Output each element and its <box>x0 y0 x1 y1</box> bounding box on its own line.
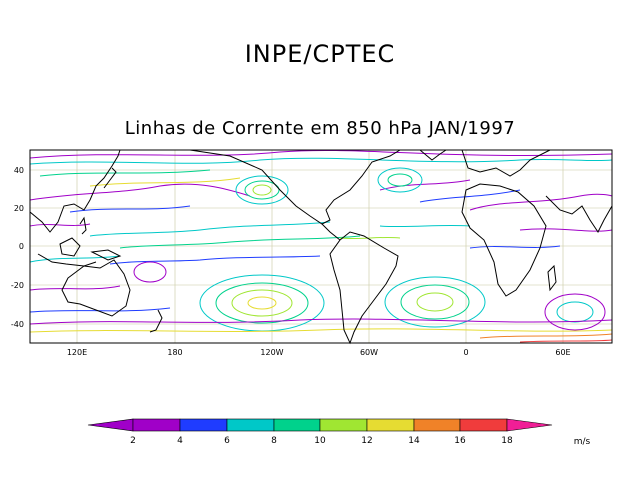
lon-gridlines <box>76 150 564 343</box>
streamline <box>556 301 594 323</box>
streamline <box>379 179 471 191</box>
map-plot <box>29 149 613 345</box>
colorbar-tick-label: 18 <box>501 436 513 446</box>
coast-newguinea <box>90 249 122 261</box>
colorbar-over-arrow <box>506 418 553 432</box>
organization-title: INPE/CPTEC <box>244 40 396 68</box>
lat-tick-label: -20 <box>11 281 24 290</box>
coast-philippines <box>79 216 87 235</box>
streamline <box>29 318 613 325</box>
colorbar-tick-label: 12 <box>361 436 372 446</box>
colorbar-segment <box>226 418 275 432</box>
coast-indonesia <box>37 253 97 267</box>
coast-central-america <box>321 223 341 241</box>
streamline <box>119 235 361 249</box>
streamline <box>215 282 309 324</box>
coast-europe <box>461 149 551 177</box>
streamlines <box>29 149 613 343</box>
colorbar-segment <box>413 418 461 432</box>
streamline <box>519 228 613 232</box>
colorbar-segment <box>132 418 181 432</box>
streamline <box>379 224 471 228</box>
lat-tick-label: 0 <box>19 242 24 251</box>
streamline <box>29 223 91 227</box>
coast-borneo <box>59 237 81 257</box>
lat-tick-label: 20 <box>14 204 24 213</box>
streamline <box>252 184 272 196</box>
coast-greenland <box>419 149 447 161</box>
colorbar-segment <box>366 418 415 432</box>
coast-north-america <box>189 149 401 225</box>
streamline <box>419 189 521 203</box>
streamline <box>69 205 191 213</box>
streamline <box>231 289 293 317</box>
map-frame <box>29 149 613 344</box>
streamline <box>469 245 561 249</box>
streamline <box>519 339 613 343</box>
lon-tick-label: 0 <box>463 348 468 357</box>
streamline <box>109 255 321 265</box>
lat-tick-label: 40 <box>14 166 24 175</box>
colorbar-segment <box>273 418 321 432</box>
lat-tick-labels: 40 20 0 -20 -40 <box>11 166 24 329</box>
coast-newzealand <box>149 309 163 333</box>
coast-australia <box>61 259 131 317</box>
streamline <box>29 183 251 201</box>
streamline <box>29 285 121 291</box>
streamline <box>29 149 613 159</box>
coast-japan <box>103 167 117 189</box>
coast-south-america <box>329 231 399 345</box>
streamline <box>244 180 280 200</box>
lat-tick-label: -40 <box>11 320 24 329</box>
colorbar-tick-label: 8 <box>271 436 277 446</box>
coast-asia <box>29 149 121 233</box>
streamline <box>377 167 423 193</box>
streamline <box>479 333 613 339</box>
colorbar-tick-label: 10 <box>314 436 326 446</box>
coastlines <box>29 149 613 345</box>
coast-africa <box>461 183 547 297</box>
colorbar <box>87 418 553 432</box>
lat-gridlines <box>30 169 612 325</box>
colorbar-tick-label: 4 <box>177 436 183 446</box>
colorbar-units: m/s <box>574 437 591 447</box>
streamline <box>29 328 613 333</box>
lon-tick-label: 120E <box>67 348 87 357</box>
lon-tick-label: 180 <box>167 348 182 357</box>
lon-tick-label: 60W <box>360 348 378 357</box>
streamline <box>133 261 167 283</box>
streamline <box>247 296 277 310</box>
streamline <box>469 193 613 211</box>
streamline <box>387 173 413 187</box>
colorbar-tick-label: 14 <box>408 436 420 446</box>
colorbar-labels: 2 4 6 8 10 12 14 16 18 m/s <box>130 436 590 447</box>
colorbar-segment <box>459 418 508 432</box>
streamline <box>235 175 289 205</box>
streamline <box>544 293 606 331</box>
streamline <box>89 177 241 187</box>
streamline <box>89 221 331 237</box>
streamline <box>416 292 454 312</box>
lon-tick-labels: 120E 180 120W 60W 0 60E <box>67 348 571 357</box>
streamline <box>400 284 470 320</box>
colorbar-under-arrow <box>87 418 134 432</box>
streamline <box>384 276 486 328</box>
colorbar-tick-label: 16 <box>454 436 466 446</box>
streamline <box>29 255 121 263</box>
map-title: Linhas de Corrente em 850 hPa JAN/1997 <box>124 118 516 139</box>
streamline <box>29 307 171 313</box>
streamline <box>29 157 613 165</box>
colorbar-tick-label: 6 <box>224 436 230 446</box>
colorbar-tick-label: 2 <box>130 436 136 446</box>
colorbar-segment <box>319 418 368 432</box>
colorbar-segment <box>179 418 228 432</box>
lon-tick-label: 120W <box>260 348 283 357</box>
streamline <box>39 169 211 177</box>
lon-tick-label: 60E <box>555 348 570 357</box>
streamline <box>339 236 401 240</box>
coast-arabia-india <box>545 195 613 233</box>
coast-madagascar <box>547 264 557 292</box>
